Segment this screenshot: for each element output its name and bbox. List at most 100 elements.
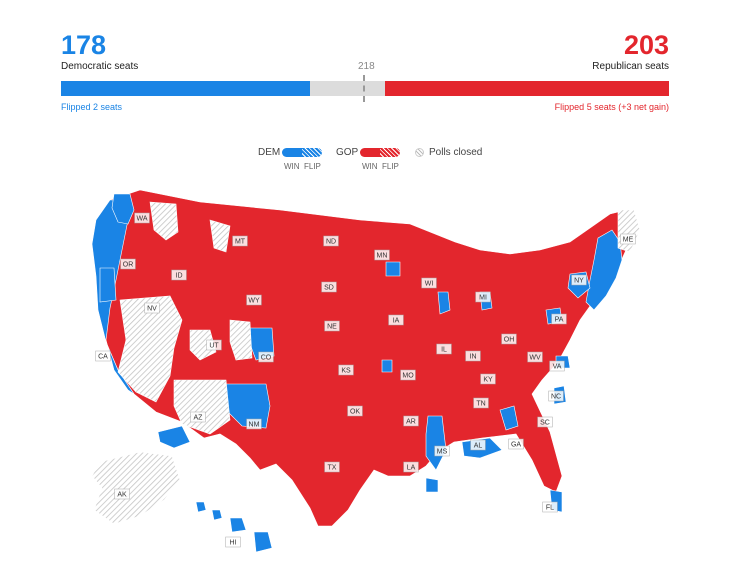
svg-text:LA: LA [407,465,416,472]
svg-text:GA: GA [511,442,521,449]
state-label-or[interactable]: OR [120,258,136,270]
state-label-nv[interactable]: NV [144,302,160,314]
dem-az-south [157,425,191,449]
state-label-id[interactable]: ID [171,269,187,281]
dem-hawaii-2 [211,509,223,521]
svg-text:MO: MO [402,373,414,380]
svg-text:TX: TX [328,465,337,472]
svg-text:NY: NY [574,278,584,285]
state-label-ky[interactable]: KY [480,373,496,385]
state-label-ia[interactable]: IA [388,314,404,326]
legend-dem-flip: FLIP [304,162,321,171]
svg-text:MN: MN [377,253,388,260]
state-label-ny[interactable]: NY [571,274,587,286]
state-label-tx[interactable]: TX [324,461,340,473]
svg-text:NC: NC [551,394,561,401]
legend-dem-win: WIN [284,162,300,171]
svg-text:WY: WY [248,298,260,305]
gop-flipped-text: Flipped 5 seats (+3 net gain) [554,102,669,112]
us-outline [91,189,637,527]
svg-text:OK: OK [350,409,360,416]
state-label-wi[interactable]: WI [421,277,437,289]
state-label-nm[interactable]: NM [246,418,262,430]
svg-text:KS: KS [341,368,351,375]
state-label-wa[interactable]: WA [134,212,150,224]
state-label-tn[interactable]: TN [473,397,489,409]
grey-wa [149,201,179,241]
grey-ca-nv [117,295,183,403]
map-legend: DEM WIN FLIP GOP WIN FLIP Polls closed [258,145,488,175]
dem-ms-delta [425,415,447,471]
svg-text:ND: ND [326,239,336,246]
state-label-mt[interactable]: MT [232,235,248,247]
state-label-sc[interactable]: SC [537,416,553,428]
dem-il-chicago [437,291,451,315]
dem-hawaii-3 [229,517,247,533]
state-label-ms[interactable]: MS [434,445,450,457]
legend-gop-swatch [360,148,400,157]
grey-az [173,379,231,435]
state-label-me[interactable]: ME [620,233,636,245]
polls-closed-swatch [415,148,424,157]
svg-text:NM: NM [249,422,260,429]
svg-text:HI: HI [230,540,237,547]
state-label-wv[interactable]: WV [527,351,543,363]
gop-seat-label: Republican seats [592,61,669,72]
state-label-mn[interactable]: MN [374,249,390,261]
dem-ga-atlanta [499,405,519,431]
dem-northeast [585,229,623,311]
state-label-il[interactable]: IL [436,343,452,355]
state-label-ne[interactable]: NE [324,320,340,332]
state-label-wy[interactable]: WY [246,294,262,306]
state-label-az[interactable]: AZ [190,411,206,423]
state-label-ut[interactable]: UT [206,339,222,351]
state-label-ok[interactable]: OK [347,405,363,417]
state-label-ar[interactable]: AR [403,415,419,427]
svg-text:WA: WA [136,216,147,223]
svg-text:NV: NV [147,306,157,313]
state-label-ks[interactable]: KS [338,364,354,376]
svg-text:SC: SC [540,420,550,427]
dem-west-coast [91,199,135,395]
state-label-pa[interactable]: PA [551,313,567,325]
state-label-in[interactable]: IN [465,350,481,362]
gop-bar-segment [385,81,669,96]
svg-text:OH: OH [504,337,515,344]
grey-ut [189,329,217,361]
state-label-la[interactable]: LA [403,461,419,473]
grey-maine [617,209,641,253]
us-house-map[interactable]: WA OR CA NV ID MT WY UT AZ CO NM ND SD NE KS OK TX MN IA MO… [70,180,670,560]
svg-text:AR: AR [406,419,416,426]
svg-text:VA: VA [553,364,562,371]
state-label-mo[interactable]: MO [400,369,416,381]
svg-text:IA: IA [393,318,400,325]
state-label-ca[interactable]: CA [95,350,111,362]
svg-text:AK: AK [117,492,127,499]
district-regions [91,189,641,553]
state-label-nd[interactable]: ND [323,235,339,247]
majority-marker [363,75,365,102]
svg-text:PA: PA [555,317,564,324]
dem-mn [385,261,401,277]
state-label-hi[interactable]: HI [225,536,241,548]
svg-text:IN: IN [470,354,477,361]
state-label-nc[interactable]: NC [548,390,564,402]
state-label-sd[interactable]: SD [321,281,337,293]
state-label-fl[interactable]: FL [542,501,558,513]
state-label-mi[interactable]: MI [475,291,491,303]
state-label-va[interactable]: VA [549,360,565,372]
svg-text:ID: ID [176,273,183,280]
svg-text:MS: MS [437,449,448,456]
svg-text:WI: WI [425,281,434,288]
state-label-ga[interactable]: GA [508,438,524,450]
grey-co-west [229,319,253,361]
state-label-al[interactable]: AL [470,439,486,451]
state-label-oh[interactable]: OH [501,333,517,345]
svg-text:NE: NE [327,324,337,331]
dem-hawaii-4 [253,531,273,553]
svg-text:CO: CO [261,355,272,362]
svg-text:MT: MT [235,239,246,246]
state-label-co[interactable]: CO [258,351,274,363]
state-label-ak[interactable]: AK [114,488,130,500]
dem-hawaii-1 [195,501,207,513]
